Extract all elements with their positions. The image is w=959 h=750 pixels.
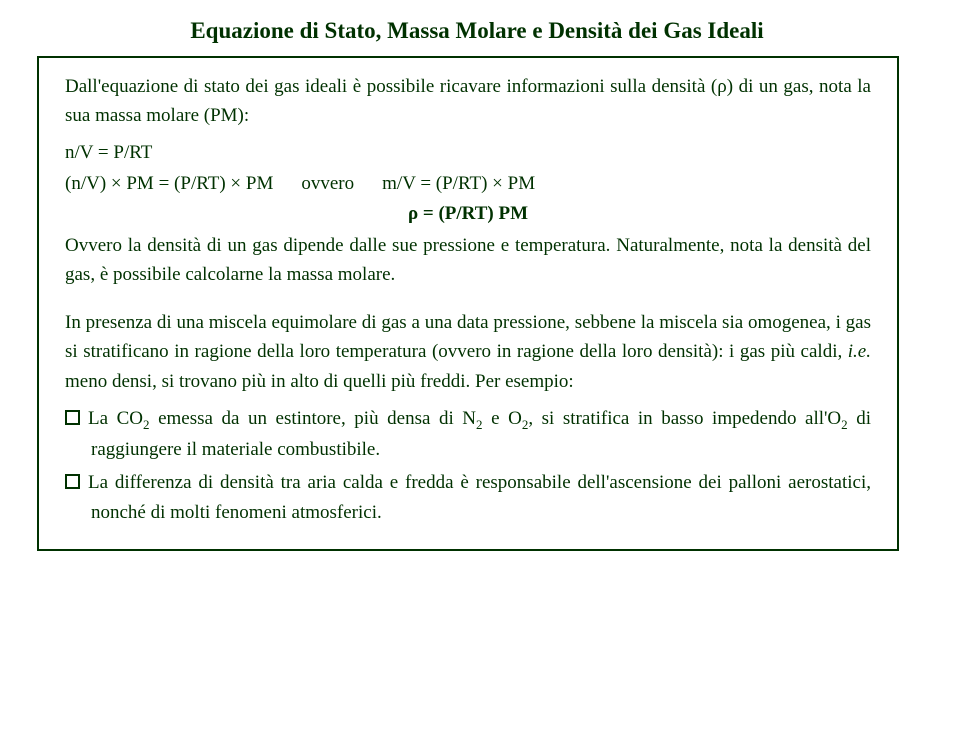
eq2-ovvero: ovvero: [301, 173, 354, 194]
b1-a: La CO: [88, 408, 143, 429]
b1-d: , si stratifica in basso impedendo all'O: [528, 408, 841, 429]
ie-italic: i.e.: [848, 341, 871, 362]
b1-c: e O: [483, 408, 522, 429]
eq2-lhs: (n/V) × PM = (P/RT) × PM: [65, 173, 273, 194]
bullet-item-1: La CO2 emessa da un estintore, più densa…: [65, 404, 871, 464]
bullet-square-icon: [65, 474, 80, 489]
b1-b: emessa da un estintore, più densa di N: [150, 408, 477, 429]
mixture-text-2: meno densi, si trovano più in alto di qu…: [65, 371, 574, 392]
document-page: Equazione di Stato, Massa Molare e Densi…: [0, 0, 959, 750]
equation-1: n/V = P/RT: [65, 139, 871, 168]
b2-text: La differenza di densità tra aria calda …: [88, 472, 871, 522]
content-frame: Dall'equazione di stato dei gas ideali è…: [37, 56, 899, 551]
page-title: Equazione di Stato, Massa Molare e Densi…: [45, 18, 909, 44]
equation-2: (n/V) × PM = (P/RT) × PM ovvero m/V = (P/R…: [65, 170, 871, 199]
eq2-rhs: m/V = (P/RT) × PM: [382, 173, 535, 194]
mixture-paragraph: In presenza di una miscela equimolare di…: [65, 308, 871, 396]
mixture-text-1: In presenza di una miscela equimolare di…: [65, 312, 871, 362]
intro-paragraph: Dall'equazione di stato dei gas ideali è…: [65, 72, 871, 131]
equation-3-bold: ρ = (P/RT) PM: [65, 203, 871, 225]
bullet-square-icon: [65, 410, 80, 425]
density-explain: Ovvero la densità di un gas dipende dall…: [65, 231, 871, 290]
bullet-item-2: La differenza di densità tra aria calda …: [65, 468, 871, 527]
